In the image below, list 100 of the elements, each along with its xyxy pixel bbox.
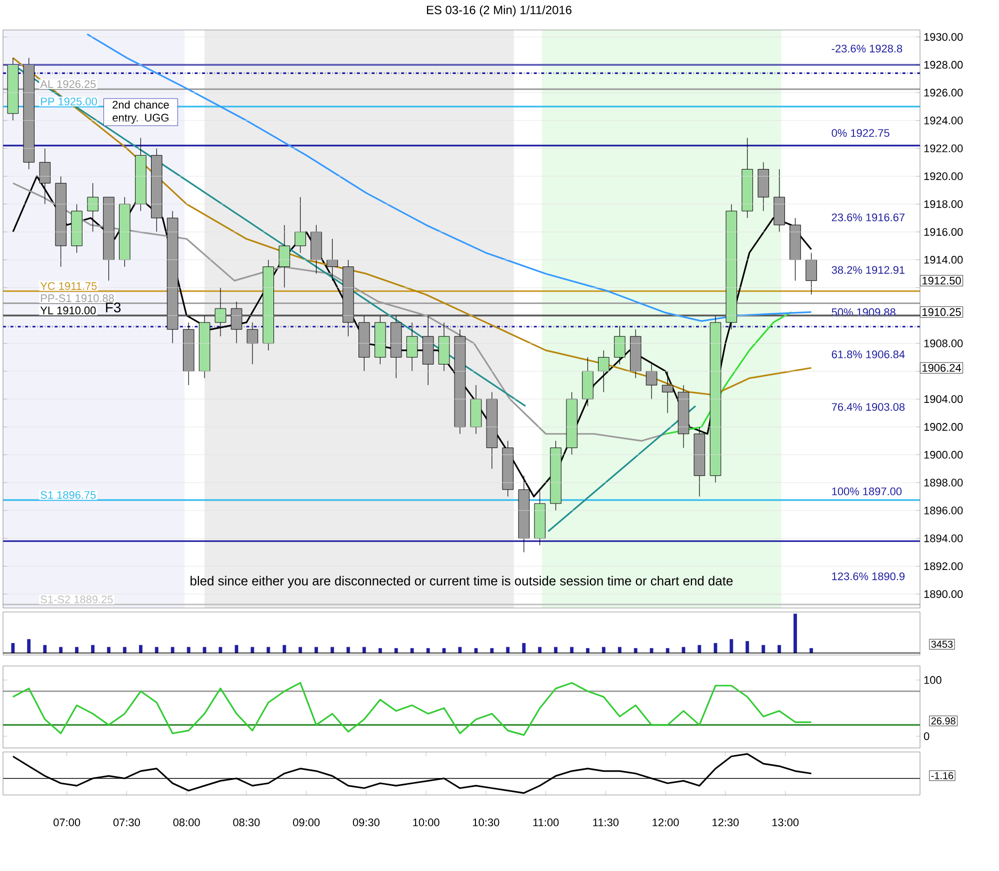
y-tick-label: 1926.00 bbox=[924, 88, 963, 97]
candlestick bbox=[278, 224, 290, 288]
candlestick bbox=[246, 322, 258, 365]
y-tick-label: 0 bbox=[924, 732, 930, 740]
annotation: 38.2% 1912.91 bbox=[832, 266, 905, 274]
ref-line-label: PP 1925.00 bbox=[41, 98, 97, 106]
x-tick-label: 09:30 bbox=[352, 818, 380, 826]
bar bbox=[762, 645, 766, 654]
y-tick-label: 1894.00 bbox=[924, 534, 963, 542]
text: -1.16 bbox=[931, 772, 954, 780]
bar bbox=[794, 614, 797, 654]
candlestick bbox=[406, 322, 418, 372]
bar bbox=[698, 645, 702, 654]
bar bbox=[27, 639, 31, 654]
bar bbox=[554, 646, 558, 654]
bar bbox=[75, 646, 78, 654]
bar bbox=[154, 646, 158, 654]
ref-line-label: AL 1926.25 bbox=[40, 80, 96, 88]
annotation: 0% 1922.75 bbox=[832, 129, 890, 137]
bar bbox=[139, 645, 142, 654]
y-tick-label: 1922.00 bbox=[924, 144, 963, 152]
candlestick bbox=[614, 326, 626, 365]
y-tick-label: 1892.00 bbox=[924, 562, 963, 570]
text: 1910.25 bbox=[922, 308, 961, 316]
bar bbox=[778, 645, 782, 654]
text: 3453 bbox=[931, 640, 953, 648]
ref-line-label: YL 1910.00 bbox=[40, 306, 96, 314]
y-tick-label: 1930.00 bbox=[924, 33, 963, 41]
y-tick-label: 1904.00 bbox=[924, 395, 963, 403]
annotation: 76.4% 1903.08 bbox=[832, 403, 905, 411]
bar bbox=[394, 648, 398, 654]
bar bbox=[442, 648, 446, 654]
bar bbox=[634, 648, 638, 654]
bar bbox=[714, 643, 718, 654]
bar bbox=[107, 646, 110, 654]
bar bbox=[618, 646, 622, 654]
y-tick-label: 1908.00 bbox=[924, 339, 963, 348]
x-tick-label: 11:00 bbox=[533, 818, 559, 826]
bar bbox=[410, 648, 414, 654]
bar bbox=[282, 645, 286, 654]
bar bbox=[314, 646, 318, 654]
bar bbox=[810, 648, 813, 654]
bar bbox=[186, 646, 190, 654]
bar bbox=[666, 648, 670, 654]
candlestick bbox=[662, 370, 674, 414]
bar bbox=[426, 648, 430, 654]
ref-line-label: S1 1896.75 bbox=[40, 491, 96, 499]
x-tick-label: 10:00 bbox=[413, 818, 440, 826]
text: 1912.50 bbox=[922, 276, 961, 285]
bar bbox=[11, 643, 15, 654]
x-tick-label: 08:00 bbox=[173, 818, 200, 826]
bar bbox=[522, 643, 526, 654]
line-series bbox=[12, 57, 812, 396]
y-tick-label: 1920.00 bbox=[924, 172, 963, 180]
y-tick-label: 1928.00 bbox=[924, 60, 963, 69]
bar bbox=[362, 646, 366, 654]
candlestick bbox=[294, 196, 306, 254]
y-tick-label: 1924.00 bbox=[924, 116, 963, 124]
x-tick-label: 07:00 bbox=[54, 818, 80, 826]
chart-title: ES 03-16 (2 Min) 1/11/2016 bbox=[427, 5, 572, 17]
bar bbox=[218, 646, 222, 654]
bar bbox=[234, 645, 238, 654]
x-tick-label: 12:00 bbox=[652, 818, 679, 826]
candlestick bbox=[806, 252, 817, 295]
bar bbox=[602, 646, 606, 654]
x-tick-label: 07:30 bbox=[113, 818, 140, 826]
bar bbox=[730, 639, 734, 654]
bar bbox=[122, 646, 126, 654]
bar bbox=[570, 646, 574, 654]
text: 26.98 bbox=[931, 717, 956, 724]
x-tick-label: 12:30 bbox=[712, 818, 739, 826]
line-series bbox=[12, 682, 812, 736]
bar bbox=[458, 646, 462, 654]
x-tick-label: 09:00 bbox=[293, 818, 320, 826]
bar bbox=[538, 646, 542, 654]
annotation: bled since either you are disconnected or current time is outside session time or chart end date bbox=[190, 576, 733, 588]
y-tick-label: 1902.00 bbox=[924, 423, 963, 431]
y-tick-label: 1914.00 bbox=[924, 256, 963, 264]
x-tick-label: 10:30 bbox=[473, 818, 500, 826]
bar bbox=[43, 645, 47, 654]
bar bbox=[378, 648, 382, 654]
x-tick-label: 11:30 bbox=[593, 818, 619, 826]
y-tick-label: 100 bbox=[924, 676, 942, 684]
bar bbox=[298, 646, 302, 654]
candlestick bbox=[646, 364, 658, 400]
candlestick bbox=[326, 238, 338, 281]
ref-line-label: YC 1911.75 bbox=[40, 282, 97, 290]
bar bbox=[202, 646, 206, 654]
bar bbox=[250, 646, 254, 654]
y-tick-label: 1896.00 bbox=[924, 506, 963, 514]
annotation: 23.6% 1916.67 bbox=[832, 214, 904, 222]
y-tick-label: 1898.00 bbox=[924, 478, 963, 487]
bar bbox=[346, 646, 350, 654]
annotation: 123.6% 1890.9 bbox=[832, 572, 905, 580]
bar bbox=[682, 646, 686, 654]
ref-line-label: S1-S2 1889.25 bbox=[40, 596, 113, 604]
candlestick bbox=[87, 182, 98, 232]
x-tick-label: 08:30 bbox=[233, 818, 260, 826]
bar bbox=[91, 645, 95, 654]
annotation: 2nd chance entry. UGG bbox=[112, 100, 169, 124]
